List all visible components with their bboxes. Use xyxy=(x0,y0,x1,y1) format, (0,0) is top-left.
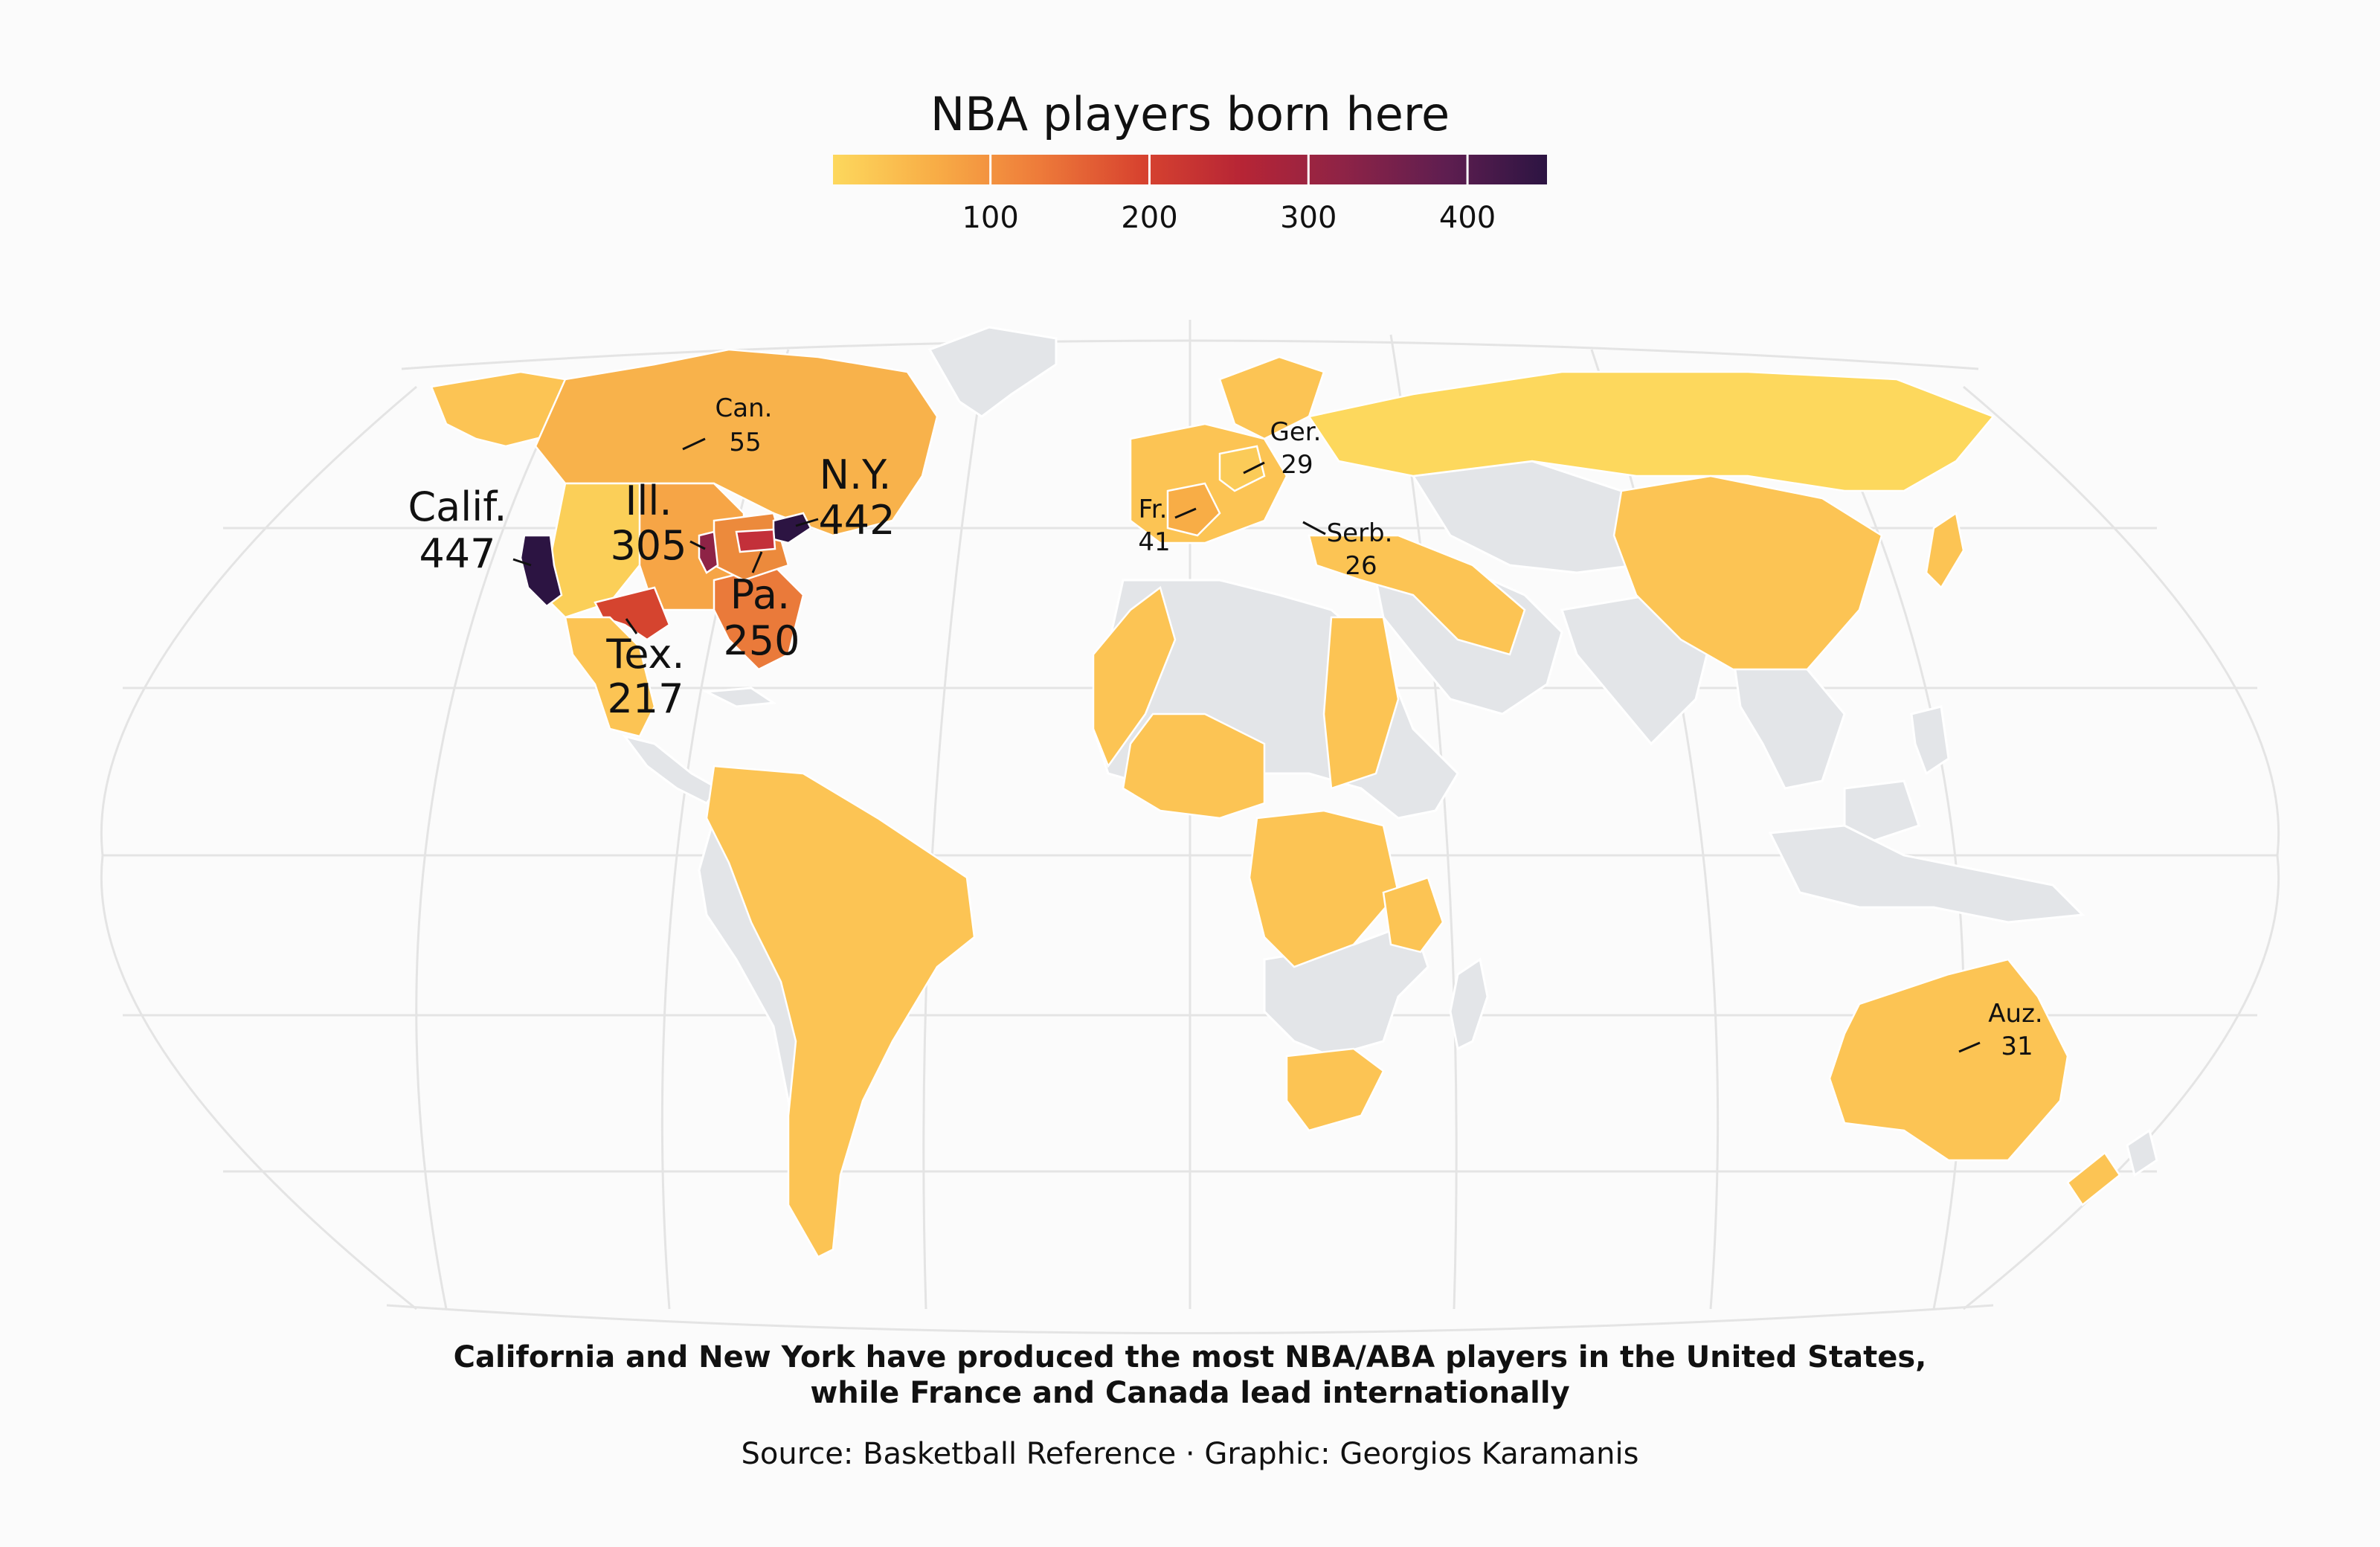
caption-line-2: while France and Canada lead internation… xyxy=(810,1376,1569,1410)
pennsylvania xyxy=(735,528,776,553)
label-ill-name: Ill. xyxy=(625,477,672,524)
leader-pa xyxy=(751,551,763,573)
label-calif: Calif. 447 xyxy=(408,483,532,577)
leader-can xyxy=(682,437,706,451)
label-calif-value: 447 xyxy=(419,530,495,577)
leader-ny xyxy=(795,518,819,527)
legend-ticks: 100 200 300 400 xyxy=(962,155,1496,235)
label-ger: Ger. 29 xyxy=(1243,417,1322,480)
caption-line-1: California and New York have produced th… xyxy=(454,1340,1927,1374)
region-labels: Calif. 447 N.Y. 442 Ill. 305 Pa. 250 Tex… xyxy=(408,393,2042,1061)
greenland xyxy=(927,326,1058,418)
new-zealand xyxy=(2126,1128,2158,1177)
label-ger-value: 29 xyxy=(1281,450,1313,480)
caribbean xyxy=(702,686,777,708)
leader-fr xyxy=(1174,507,1197,519)
label-tex-value: 217 xyxy=(607,675,684,722)
china xyxy=(1612,475,1883,671)
usa-southeast xyxy=(713,564,805,671)
legend-tick-label: 300 xyxy=(1280,201,1337,235)
label-tex: Tex. 217 xyxy=(605,618,685,722)
label-serb: Serb. 26 xyxy=(1302,518,1393,581)
label-auz: Auz. 31 xyxy=(1958,999,2043,1061)
label-serb-value: 26 xyxy=(1345,551,1377,581)
label-can: Can. 55 xyxy=(682,393,773,457)
label-tex-name: Tex. xyxy=(605,631,684,678)
south-africa xyxy=(1285,1047,1385,1132)
new-zealand-colored xyxy=(2066,1151,2121,1206)
germany xyxy=(1218,445,1266,492)
mexico xyxy=(564,616,656,738)
alaska xyxy=(430,370,567,448)
egypt-sudan xyxy=(1322,616,1400,790)
label-fr-value: 41 xyxy=(1138,527,1170,557)
leader-tex xyxy=(625,618,638,634)
russia xyxy=(1307,370,1995,492)
leader-serb xyxy=(1302,521,1326,536)
legend-tick-label: 200 xyxy=(1121,201,1177,235)
label-calif-name: Calif. xyxy=(408,483,506,530)
label-can-value: 55 xyxy=(729,428,761,457)
madagascar xyxy=(1449,957,1489,1051)
philippines xyxy=(1910,705,1950,776)
label-pa: Pa. 250 xyxy=(723,551,800,664)
legend: NBA players born here 100 200 300 400 xyxy=(833,87,1547,235)
central-africa xyxy=(1248,809,1400,968)
source-credit: Source: Basketball Reference · Graphic: … xyxy=(742,1437,1639,1471)
south-america xyxy=(705,765,976,1258)
australia xyxy=(1828,958,2069,1162)
new-york xyxy=(772,512,812,544)
label-ill: Ill. 305 xyxy=(610,477,706,569)
label-pa-name: Pa. xyxy=(730,571,790,618)
label-fr: Fr. 41 xyxy=(1138,495,1197,557)
label-ny: N.Y. 442 xyxy=(795,451,895,544)
borneo xyxy=(1843,779,1920,842)
caption-block: California and New York have produced th… xyxy=(454,1340,1927,1471)
iran-turkey xyxy=(1308,534,1526,656)
central-america xyxy=(622,734,720,805)
label-can-name: Can. xyxy=(715,393,773,423)
illinois xyxy=(698,530,719,574)
leader-ger xyxy=(1243,461,1265,475)
label-serb-name: Serb. xyxy=(1327,518,1393,548)
label-pa-value: 250 xyxy=(723,617,800,664)
leader-auz xyxy=(1958,1041,1981,1053)
legend-tick-label: 400 xyxy=(1439,201,1496,235)
label-ny-value: 442 xyxy=(818,497,895,544)
label-ger-name: Ger. xyxy=(1270,417,1322,447)
label-fr-name: Fr. xyxy=(1139,495,1168,524)
japan xyxy=(1925,511,1965,590)
east-africa xyxy=(1382,876,1444,953)
label-ill-value: 305 xyxy=(610,522,686,569)
legend-tick-label: 100 xyxy=(962,201,1018,235)
label-auz-name: Auz. xyxy=(1988,999,2042,1029)
label-ny-name: N.Y. xyxy=(820,451,892,498)
southeast-asia xyxy=(1731,653,1846,790)
leader-calif xyxy=(512,558,532,567)
west-africa xyxy=(1122,713,1266,820)
north-africa xyxy=(1092,585,1177,768)
leader-ill xyxy=(689,540,706,550)
legend-title: NBA players born here xyxy=(930,87,1450,141)
data-regions xyxy=(430,348,2121,1258)
label-auz-value: 31 xyxy=(2001,1032,2033,1061)
indonesia xyxy=(1768,824,2085,924)
legend-color-bar xyxy=(833,155,1547,184)
